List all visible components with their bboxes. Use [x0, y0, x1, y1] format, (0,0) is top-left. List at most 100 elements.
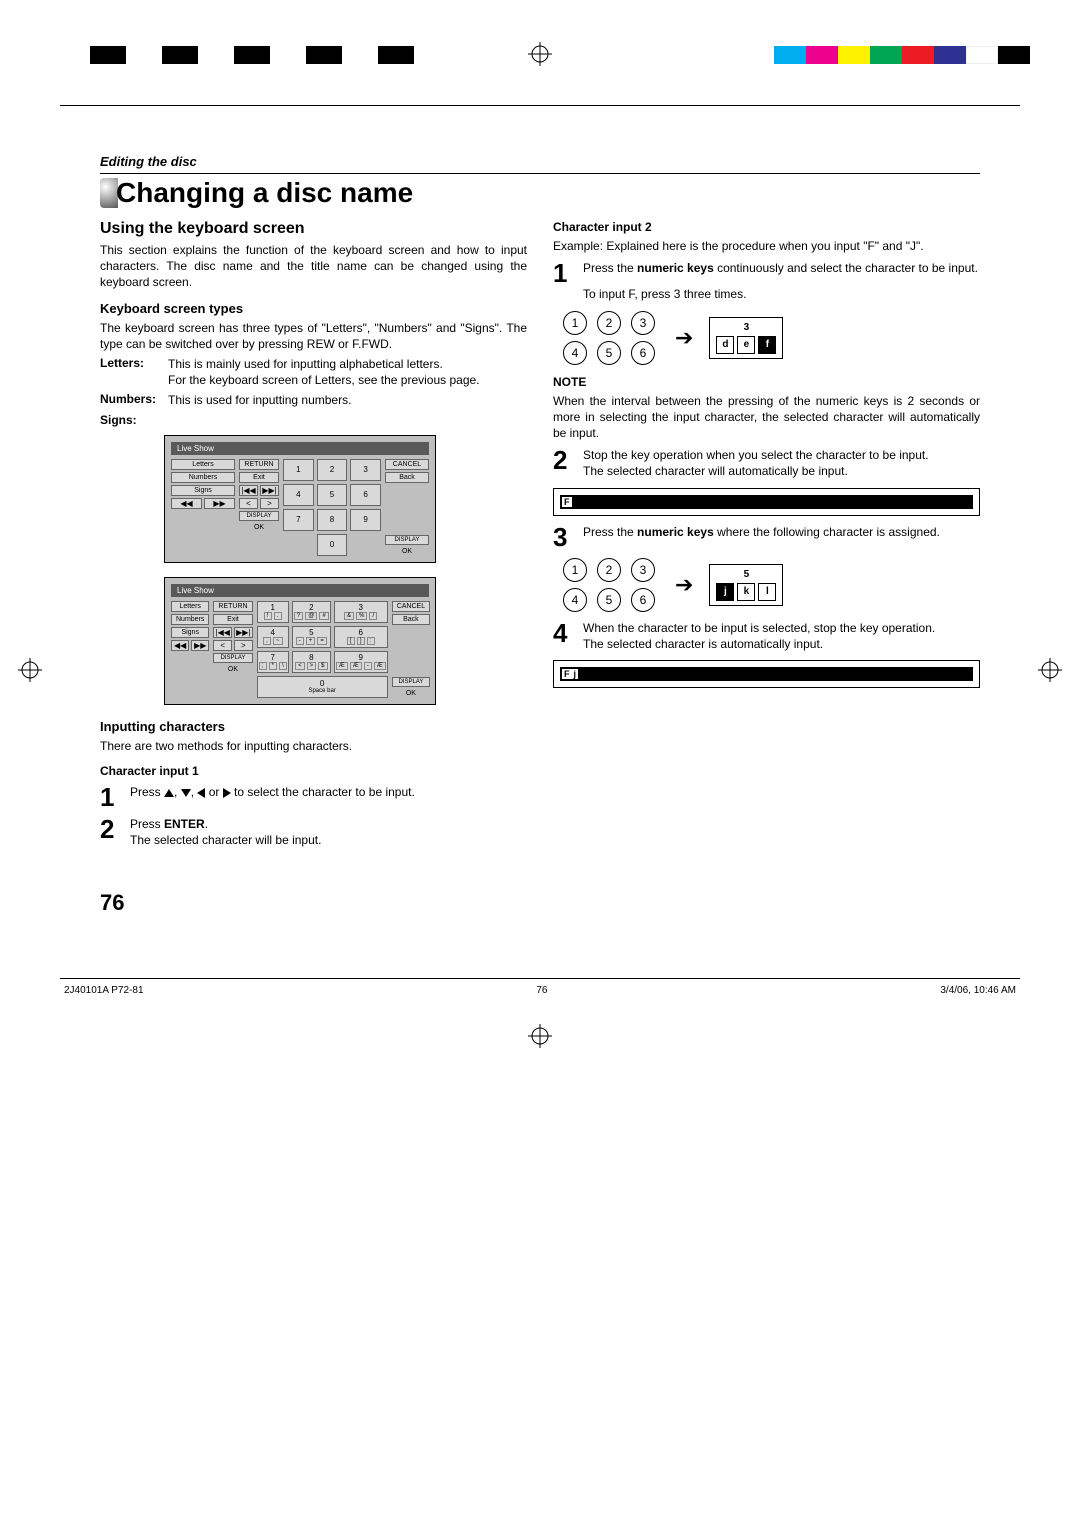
left-icon-2[interactable]: <	[213, 640, 232, 651]
char-input-2-intro: Example: Explained here is the procedure…	[553, 238, 980, 254]
key-4[interactable]: 4	[283, 484, 314, 506]
tab-numbers[interactable]: Numbers	[171, 472, 235, 483]
down-arrow-icon	[181, 789, 191, 797]
section-label: Editing the disc	[100, 154, 980, 169]
display-btn-right[interactable]: DISPLAY	[385, 535, 429, 545]
display-btn-left[interactable]: DISPLAY	[239, 511, 279, 521]
registration-mark-top	[528, 42, 552, 69]
key-6[interactable]: 6	[350, 484, 381, 506]
left-icon[interactable]: <	[239, 498, 258, 509]
letters-text-1: This is mainly used for inputting alphab…	[168, 356, 527, 372]
signs-label: Signs:	[100, 413, 158, 427]
skey-4[interactable]: 4,~	[257, 626, 289, 648]
numbers-label: Numbers:	[100, 392, 158, 408]
display-btn-right-2[interactable]: DISPLAY	[392, 677, 430, 687]
right-icon-2[interactable]: >	[234, 640, 253, 651]
rstep-2-num: 2	[553, 447, 573, 479]
skip-prev-icon-2[interactable]: |◀◀	[213, 627, 232, 638]
kcircle-2: 2	[597, 311, 621, 335]
return-btn[interactable]: RETURN	[239, 459, 279, 470]
skey-8[interactable]: 8<>$	[292, 651, 331, 673]
registration-mark-bottom	[60, 1024, 1020, 1051]
arrow-right-icon: ➔	[675, 325, 693, 351]
skip-prev-icon[interactable]: |◀◀	[239, 485, 258, 496]
tab-signs-2[interactable]: Signs	[171, 627, 209, 638]
key-0[interactable]: 0	[317, 534, 348, 556]
tab-signs[interactable]: Signs	[171, 485, 235, 496]
kcircle-1: 1	[563, 311, 587, 335]
back-btn-2[interactable]: Back	[392, 614, 430, 625]
input-bar-2: Fj	[553, 660, 980, 688]
key-8[interactable]: 8	[317, 509, 348, 531]
tab-numbers-2[interactable]: Numbers	[171, 614, 209, 625]
rstep-2-text: Stop the key operation when you select t…	[583, 447, 980, 479]
signs-screen-title: Live Show	[171, 584, 429, 597]
ffwd-icon[interactable]: ▶▶	[204, 498, 235, 509]
skey-3[interactable]: 3&%/	[334, 601, 388, 623]
skip-next-icon-2[interactable]: ▶▶|	[234, 627, 253, 638]
key-9[interactable]: 9	[350, 509, 381, 531]
page-content: Editing the disc Changing a disc name Us…	[0, 106, 1080, 956]
input-bar-2-char-1: F	[562, 669, 572, 679]
section-divider	[100, 173, 980, 174]
right-column: Character input 2 Example: Explained her…	[553, 220, 980, 854]
skip-next-icon[interactable]: ▶▶|	[260, 485, 279, 496]
skey-6[interactable]: 6[]:	[334, 626, 388, 648]
numbers-text: This is used for inputting numbers.	[168, 392, 527, 408]
display-btn-left-2[interactable]: DISPLAY	[213, 653, 252, 663]
note-text: When the interval between the pressing o…	[553, 393, 980, 442]
key-1[interactable]: 1	[283, 459, 314, 481]
skey-7[interactable]: 7;*\	[257, 651, 289, 673]
step-1-num: 1	[100, 784, 120, 810]
screen-types-heading: Keyboard screen types	[100, 301, 527, 316]
rew-icon[interactable]: ◀◀	[171, 498, 202, 509]
footer-left: 2J40101A P72-81	[64, 985, 144, 996]
key-5[interactable]: 5	[317, 484, 348, 506]
tab-letters-2[interactable]: Letters	[171, 601, 209, 612]
kcircle-4b: 4	[563, 588, 587, 612]
back-btn[interactable]: Back	[385, 472, 429, 483]
skey-5[interactable]: 5-+=	[292, 626, 331, 648]
kcircle-3: 3	[631, 311, 655, 335]
input-bar-2-char-2: j	[572, 669, 579, 679]
ok-btn-right[interactable]: OK	[385, 547, 429, 556]
page-title-row: Changing a disc name	[100, 178, 980, 208]
skey-9[interactable]: 9ÆÆ-Æ	[334, 651, 388, 673]
skey-2[interactable]: 2?@#	[292, 601, 331, 623]
skey-1[interactable]: 1!.	[257, 601, 289, 623]
key-3[interactable]: 3	[350, 459, 381, 481]
rew-icon-2[interactable]: ◀◀	[171, 640, 189, 651]
return-btn-2[interactable]: RETURN	[213, 601, 252, 612]
kcircle-6: 6	[631, 341, 655, 365]
keypad-diagram-2: 1 2 3 4 5 6 ➔ 5 j k l	[563, 558, 980, 612]
footer-right: 3/4/06, 10:46 AM	[940, 985, 1016, 996]
right-icon[interactable]: >	[260, 498, 279, 509]
left-column: Using the keyboard screen This section e…	[100, 220, 527, 854]
note-heading: NOTE	[553, 375, 980, 389]
skey-0[interactable]: 0Space bar	[257, 676, 388, 698]
density-bars	[90, 46, 450, 64]
numbers-screen: Live Show Letters Numbers Signs ◀◀ ▶▶ RE…	[164, 435, 436, 563]
left-arrow-icon	[197, 788, 205, 798]
page-title: Changing a disc name	[116, 179, 413, 207]
step-1-text: Press , , or to select the character to …	[130, 784, 527, 810]
tab-letters[interactable]: Letters	[171, 459, 235, 470]
kcircle-2b: 2	[597, 558, 621, 582]
cancel-btn[interactable]: CANCEL	[385, 459, 429, 470]
key-7[interactable]: 7	[283, 509, 314, 531]
kcircle-6b: 6	[631, 588, 655, 612]
exit-btn-2[interactable]: Exit	[213, 614, 252, 625]
key-2[interactable]: 2	[317, 459, 348, 481]
rstep-1-text: Press the numeric keys continuously and …	[583, 260, 980, 302]
screen-types-text: The keyboard screen has three types of "…	[100, 320, 527, 352]
ffwd-icon-2[interactable]: ▶▶	[191, 640, 209, 651]
ok-btn-left-2[interactable]: OK	[213, 665, 252, 674]
input-bar-1-char: F	[562, 497, 572, 507]
ok-btn-left[interactable]: OK	[239, 523, 279, 532]
cancel-btn-2[interactable]: CANCEL	[392, 601, 430, 612]
rstep-4-text: When the character to be input is select…	[583, 620, 980, 652]
letters-text-2: For the keyboard screen of Letters, see …	[168, 372, 527, 388]
exit-btn[interactable]: Exit	[239, 472, 279, 483]
ok-btn-right-2[interactable]: OK	[392, 689, 430, 698]
numbers-screen-title: Live Show	[171, 442, 429, 455]
